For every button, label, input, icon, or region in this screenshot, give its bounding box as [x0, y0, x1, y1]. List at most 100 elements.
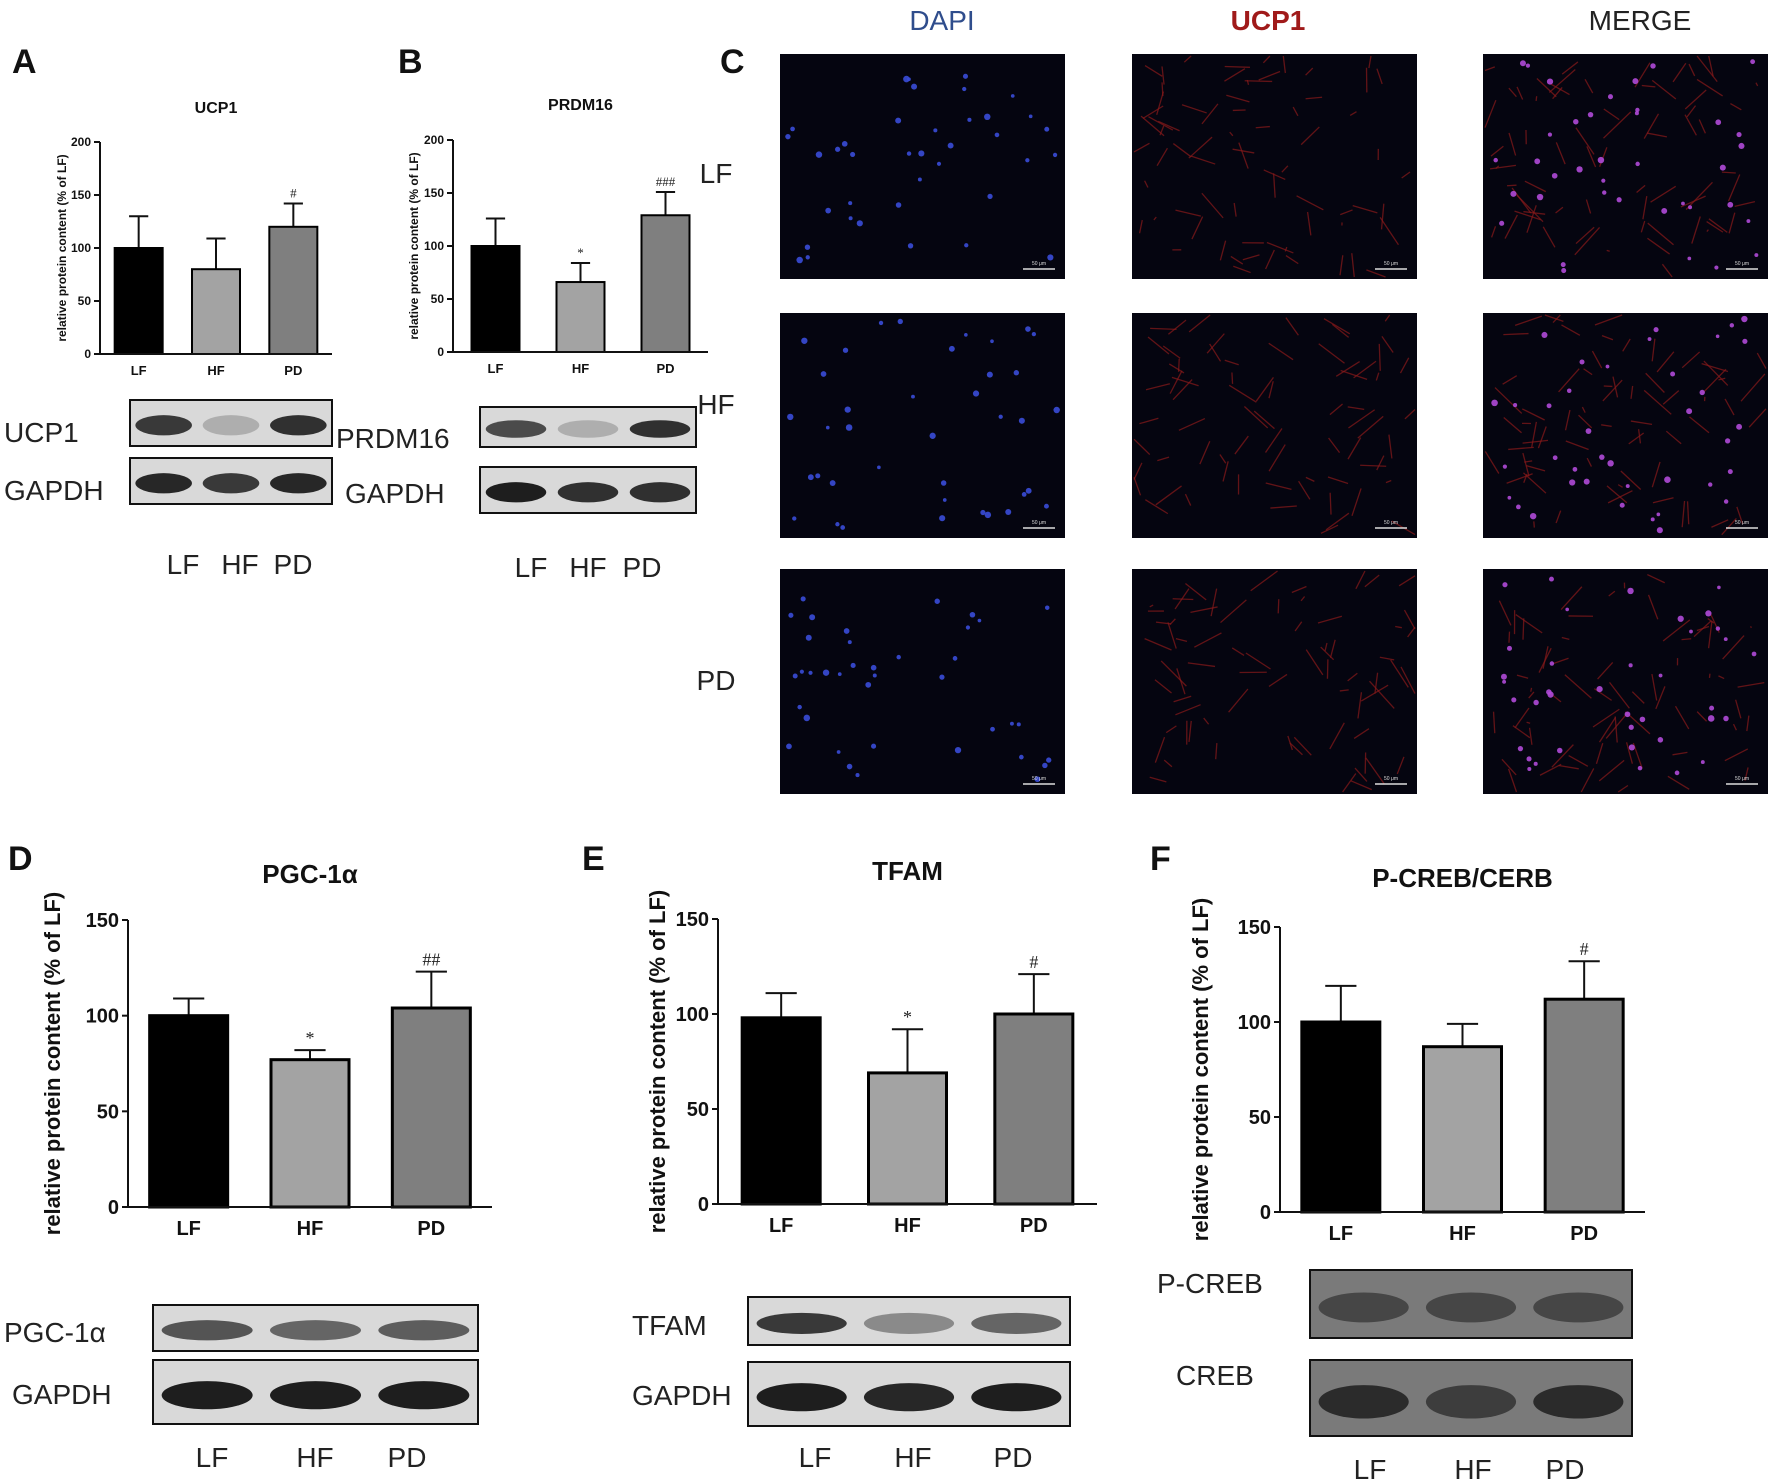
- membrane-stain: [1591, 350, 1603, 369]
- chart-title: PGC-1α: [262, 859, 357, 889]
- nucleus-stain: [897, 318, 903, 325]
- nucleus-stain: [984, 113, 991, 121]
- nucleus-stain: [787, 413, 794, 421]
- membrane-stain: [1262, 55, 1271, 64]
- nucleus-stain: [962, 73, 969, 79]
- membrane-stain: [1144, 180, 1149, 188]
- nucleus-stain: [788, 612, 794, 618]
- nucleus-stain: [1546, 403, 1552, 409]
- membrane-stain: [1674, 705, 1690, 730]
- bar-pd: [1543, 997, 1625, 1214]
- nucleus-stain: [808, 670, 813, 675]
- membrane-stain: [1379, 217, 1400, 246]
- membrane-stain: [1318, 343, 1345, 364]
- blot-band: [863, 1312, 955, 1334]
- nucleus-stain: [1044, 126, 1050, 132]
- lane-label: PD: [994, 1442, 1033, 1473]
- membrane-stain: [1380, 203, 1385, 230]
- membrane-stain: [1602, 379, 1623, 402]
- membrane-stain: [1328, 437, 1341, 453]
- membrane-stain: [1528, 691, 1535, 699]
- membrane-stain: [1490, 226, 1497, 238]
- nucleus-stain: [820, 371, 827, 377]
- membrane-stain: [1203, 717, 1210, 725]
- membrane-stain: [1215, 743, 1218, 760]
- membrane-stain: [1746, 715, 1750, 732]
- x-tick-label: PD: [1020, 1215, 1048, 1237]
- membrane-stain: [1575, 127, 1595, 155]
- membrane-stain: [1748, 408, 1767, 428]
- membrane-stain: [1144, 638, 1172, 651]
- membrane-stain: [1228, 688, 1249, 713]
- nucleus-stain: [846, 763, 853, 770]
- y-tick-label: 50: [687, 1099, 709, 1121]
- membrane-stain: [1266, 241, 1294, 254]
- membrane-stain: [1154, 736, 1166, 763]
- y-tick-label: 200: [71, 135, 91, 149]
- membrane-stain: [1300, 126, 1320, 146]
- membrane-stain: [1727, 174, 1741, 202]
- membrane-stain: [1329, 492, 1332, 515]
- membrane-stain: [1558, 368, 1580, 393]
- membrane-stain: [1628, 432, 1645, 445]
- nucleus-stain: [998, 414, 1003, 419]
- membrane-stain: [1153, 216, 1157, 221]
- membrane-stain: [1490, 145, 1504, 157]
- nucleus-stain: [1579, 359, 1585, 365]
- blot-band: [485, 482, 547, 503]
- scale-bar-label: 50 μm: [1735, 520, 1749, 526]
- membrane-stain: [1656, 351, 1675, 373]
- nucleus-stain: [856, 220, 863, 227]
- membrane-stain: [1706, 221, 1724, 233]
- membrane-stain: [1366, 269, 1386, 278]
- membrane-stain: [1390, 659, 1409, 688]
- membrane-stain: [1652, 497, 1674, 504]
- membrane-stain: [1642, 196, 1648, 220]
- membrane-stain: [1538, 647, 1552, 673]
- membrane-stain: [1598, 717, 1617, 743]
- blot-band: [1425, 1385, 1517, 1419]
- membrane-stain: [1142, 105, 1164, 119]
- chart-pcreb-creb: P-CREB/CERB relative protein content (% o…: [1188, 863, 1645, 1245]
- bar-pd: [640, 214, 691, 353]
- membrane-stain: [1647, 237, 1670, 255]
- nucleus-stain: [1507, 495, 1512, 500]
- nucleus-stain: [1547, 691, 1554, 698]
- nucleus-stain: [1583, 478, 1590, 485]
- membrane-stain: [1242, 254, 1260, 261]
- scale-bar-label: 50 μm: [1735, 261, 1749, 267]
- membrane-stain: [1494, 387, 1523, 414]
- nucleus-stain: [1751, 651, 1757, 657]
- membrane-stain: [1526, 721, 1531, 724]
- nucleus-stain: [822, 669, 830, 676]
- membrane-stain: [1347, 437, 1362, 460]
- membrane-stain: [1711, 519, 1729, 528]
- x-tick-label: HF: [207, 363, 224, 378]
- membrane-stain: [1651, 673, 1658, 701]
- membrane-stain: [1598, 759, 1625, 782]
- membrane-stain: [1298, 480, 1311, 500]
- membrane-stain: [1368, 55, 1372, 69]
- membrane-stain: [1187, 662, 1216, 668]
- membrane-stain: [1399, 357, 1410, 374]
- membrane-stain: [1188, 720, 1192, 742]
- membrane-stain: [1175, 704, 1201, 716]
- membrane-stain: [1233, 265, 1251, 274]
- nucleus-stain: [917, 177, 922, 182]
- nucleus-stain: [1546, 78, 1554, 85]
- membrane-stain: [1255, 376, 1274, 402]
- nucleus-stain: [1635, 161, 1640, 167]
- membrane-stain: [1607, 490, 1633, 504]
- nucleus-stain: [807, 474, 814, 481]
- nucleus-stain: [896, 654, 901, 660]
- nucleus-stain: [1526, 756, 1532, 762]
- blot-band: [629, 482, 691, 503]
- y-tick-label: 50: [78, 294, 92, 308]
- nucleus-stain: [1502, 679, 1507, 684]
- nucleus-stain: [1599, 454, 1605, 460]
- nucleus-stain: [840, 525, 846, 530]
- membrane-stain: [1548, 69, 1576, 93]
- lane-label: HF: [1454, 1454, 1491, 1479]
- membrane-stain: [1376, 68, 1383, 85]
- membrane-stain: [1351, 253, 1355, 278]
